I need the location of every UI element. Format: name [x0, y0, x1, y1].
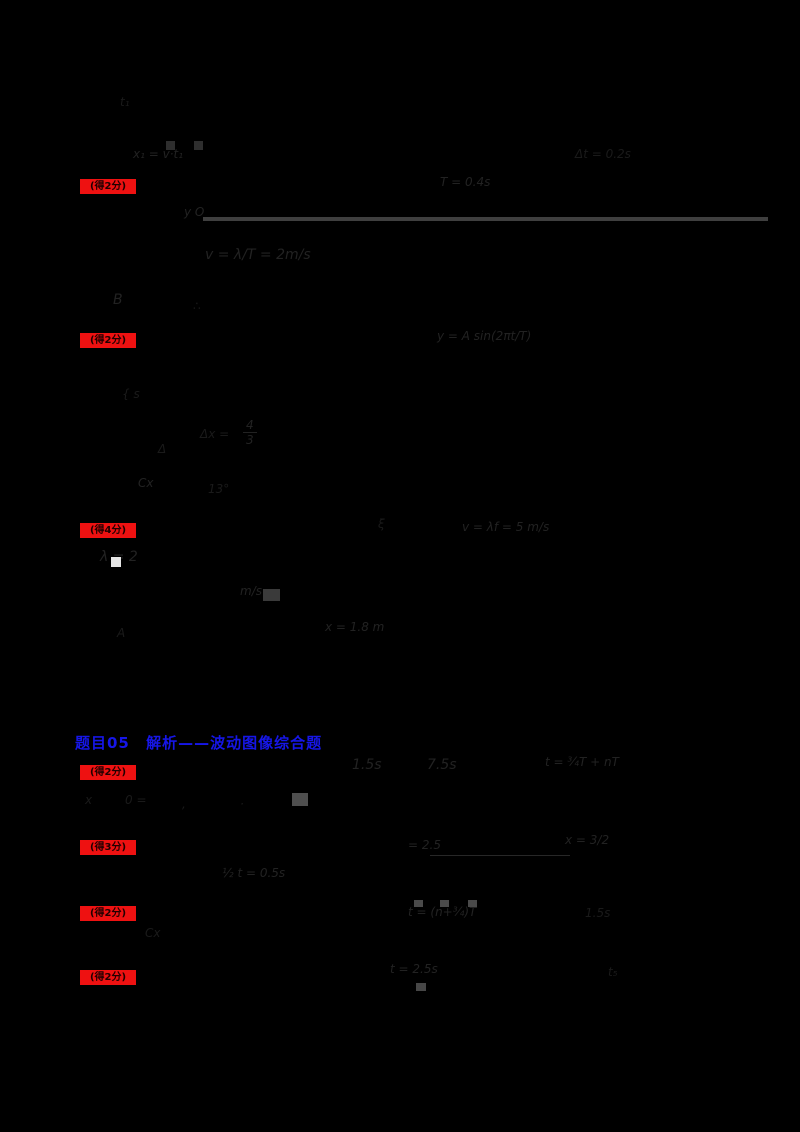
handwriting-note: Δx = — [200, 427, 230, 441]
handwriting-note: v = λf = 5 m/s — [462, 520, 550, 534]
graph-axis-line — [203, 217, 768, 221]
handwriting-note: Δt = 0.2s — [575, 147, 631, 161]
handwriting-note: x = 3/2 — [565, 833, 610, 847]
handwriting-note: 7.5s — [427, 757, 457, 773]
handwriting-note: A — [117, 626, 126, 640]
handwriting-note: · — [240, 797, 244, 811]
handwriting-note: Δ — [158, 442, 167, 456]
handwriting-note: 13° — [208, 482, 230, 496]
handwriting-note: Cx — [145, 926, 161, 940]
highlight-patch — [166, 141, 175, 150]
highlight-patch — [263, 589, 280, 601]
handwriting-note: t₁ — [120, 95, 130, 109]
score-tag: (得2分) — [80, 970, 136, 985]
handwriting-note: x₁ = v·t₁ — [133, 147, 184, 161]
score-tag: (得2分) — [80, 179, 136, 194]
handwriting-note: x = 1.8 m — [325, 620, 385, 634]
highlight-patch — [194, 141, 203, 150]
handwriting-note: B — [113, 292, 123, 308]
handwriting-note: ½ t = 0.5s — [222, 866, 286, 880]
fraction-numerator: 4 — [243, 418, 257, 433]
highlight-patch — [440, 900, 449, 907]
handwriting-note: m/s — [240, 584, 262, 598]
highlight-patch — [292, 793, 308, 806]
graph-origin-label: y O — [184, 205, 205, 219]
handwriting-fraction: 4 3 — [243, 418, 257, 447]
handwriting-note: v = λ/T = 2m/s — [205, 247, 311, 263]
highlight-patch — [414, 900, 423, 907]
handwriting-note: y = A sin(2πt/T) — [437, 329, 532, 343]
handwriting-note: ∴ — [193, 299, 201, 313]
handwriting-note: Cx — [138, 476, 154, 490]
highlight-patch — [111, 557, 121, 567]
problem-title: 题目05 解析——波动图像综合题 — [75, 732, 322, 753]
handwriting-note: ξ — [378, 517, 385, 531]
score-tag: (得4分) — [80, 523, 136, 538]
problem-number: 题目05 — [75, 734, 130, 752]
score-tag: (得2分) — [80, 765, 136, 780]
handwriting-note: T = 0.4s — [440, 175, 491, 189]
handwriting-note: x — [85, 793, 93, 807]
problem-title-text: 解析——波动图像综合题 — [146, 734, 323, 752]
handwriting-note: 1.5s — [585, 906, 611, 920]
fraction-denominator: 3 — [246, 433, 254, 447]
handwriting-note: t₅ — [608, 965, 618, 979]
handwriting-note: 0 = — [125, 793, 147, 807]
highlight-patch — [416, 983, 426, 991]
score-tag: (得2分) — [80, 906, 136, 921]
highlight-patch — [468, 900, 477, 907]
handwriting-note: = 2.5 — [408, 838, 441, 852]
score-tag: (得2分) — [80, 333, 136, 348]
score-tag: (得3分) — [80, 840, 136, 855]
handwriting-note: t = (n+¾)T — [408, 905, 477, 919]
handwriting-note: t = ¾T + nT — [545, 755, 619, 769]
working-underline — [430, 855, 570, 856]
handwriting-note: , — [182, 797, 186, 811]
handwriting-note: t = 2.5s — [390, 962, 438, 976]
handwriting-note: 1.5s — [352, 757, 382, 773]
handwriting-note: { s — [122, 387, 140, 401]
